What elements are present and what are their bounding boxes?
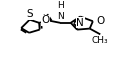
Text: O: O [96,16,104,26]
Text: S: S [26,9,33,19]
Text: O: O [41,16,50,26]
Text: H
N: H N [57,1,64,21]
Text: CH₃: CH₃ [92,36,109,45]
Text: N: N [76,18,84,28]
